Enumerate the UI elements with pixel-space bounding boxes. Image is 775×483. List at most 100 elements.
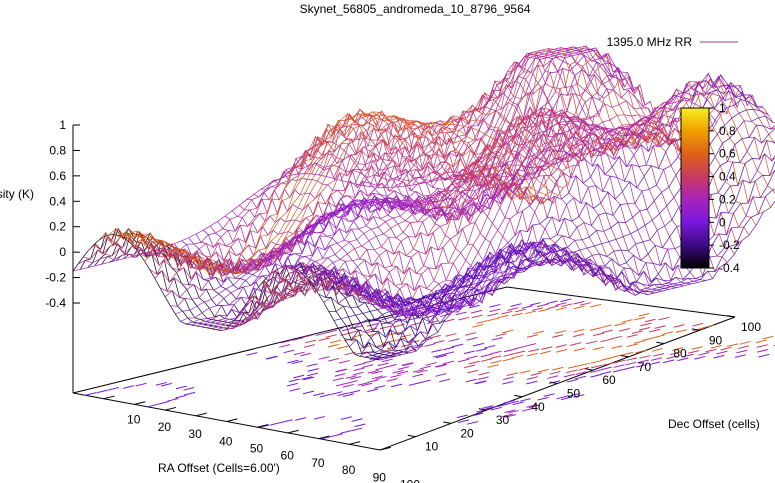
z-tick-label: 0.4 xyxy=(49,194,66,208)
contour-segment xyxy=(526,380,538,385)
contour-segment xyxy=(502,413,514,418)
contour-segment xyxy=(319,393,332,398)
contour-segment xyxy=(590,373,602,378)
contour-segment xyxy=(381,316,393,321)
contour-segment xyxy=(623,366,635,370)
contour-segment xyxy=(506,372,518,377)
contour-segment xyxy=(402,362,414,367)
contour-segment xyxy=(666,355,678,360)
contour-segment xyxy=(416,369,428,374)
contour-segment xyxy=(555,302,567,306)
contour-segment xyxy=(519,370,531,374)
contour-segment xyxy=(510,303,522,307)
contour-segment xyxy=(342,383,354,388)
contour-segment xyxy=(394,314,406,318)
contour-segment xyxy=(758,353,770,358)
mesh-line-y xyxy=(246,126,682,307)
contour-segment xyxy=(634,316,646,321)
contour-segment xyxy=(279,344,291,348)
contour-segment xyxy=(561,303,573,307)
contour-segment xyxy=(107,387,120,391)
contour-segment xyxy=(702,324,714,329)
contour-segment xyxy=(313,415,325,420)
contour-segment xyxy=(489,308,501,313)
contour-segment xyxy=(374,385,386,389)
contour-segment xyxy=(429,334,441,339)
mesh-line-y xyxy=(211,74,646,329)
contour-segment xyxy=(328,357,340,362)
contour-segment xyxy=(490,360,502,364)
contour-segment xyxy=(490,350,502,355)
contour-segment xyxy=(158,401,170,405)
contour-segment xyxy=(574,347,586,352)
contour-segment xyxy=(175,385,187,390)
contour-segment xyxy=(495,333,507,337)
contour-segment xyxy=(397,370,409,375)
mesh-line-y xyxy=(175,46,610,315)
contour-segment xyxy=(472,342,484,347)
contour-segment xyxy=(568,393,580,397)
contour-segment xyxy=(579,362,591,367)
mesh-line-x xyxy=(412,75,721,273)
contour-segment xyxy=(521,305,533,309)
contour-segment xyxy=(532,330,544,335)
contour-segment xyxy=(412,369,424,373)
contour-segment xyxy=(621,319,633,323)
contour-segment xyxy=(455,311,467,316)
contour-segment xyxy=(503,348,516,353)
contour-segment xyxy=(524,343,536,347)
contour-segment xyxy=(635,349,647,354)
contour-segment xyxy=(600,324,612,329)
contour-segment xyxy=(710,344,722,349)
contour-segment xyxy=(626,334,638,338)
contour-segment xyxy=(246,352,258,356)
y-tick-label: 70 xyxy=(638,360,652,374)
contour-segment xyxy=(756,344,768,348)
contour-segment xyxy=(671,347,684,351)
contour-segment xyxy=(368,332,380,337)
contour-segment xyxy=(327,343,339,348)
x-tick-label: 10 xyxy=(127,413,141,427)
contour-segment xyxy=(423,314,435,319)
contour-segment xyxy=(306,363,318,367)
contour-segment xyxy=(675,329,687,333)
contour-segment xyxy=(526,334,538,338)
contour-segment xyxy=(556,395,568,400)
contour-segment xyxy=(443,360,455,365)
x-tick xyxy=(379,446,391,451)
mesh-line-y xyxy=(144,84,579,274)
contour-segment xyxy=(431,349,443,353)
contour-segment xyxy=(541,346,553,350)
x-tick-label: 50 xyxy=(250,442,264,456)
contour-segment xyxy=(601,329,614,334)
contour-segment xyxy=(610,354,623,359)
contour-segment xyxy=(622,351,634,356)
y-tick-label: 100 xyxy=(741,320,761,334)
x-ticks: 10 20 30 40 50 60 70 80 90 100 xyxy=(103,395,420,483)
contour-segment xyxy=(337,345,349,350)
contour-segment xyxy=(602,362,614,366)
contour-segment xyxy=(325,334,337,338)
y-ticks: 10 20 30 40 50 60 70 80 90 100 xyxy=(407,315,761,454)
contour-segment xyxy=(503,353,515,357)
contour-segment xyxy=(538,308,550,313)
contour-segment xyxy=(549,371,561,375)
x-tick xyxy=(318,435,330,440)
mesh-line-y xyxy=(190,47,626,326)
contour-segment xyxy=(448,338,460,342)
contour-segment xyxy=(487,317,499,322)
contour-segment xyxy=(458,419,470,424)
contour-segment xyxy=(555,344,567,348)
y-axis-label: Dec Offset (cells) xyxy=(668,417,760,431)
contour-segment xyxy=(346,380,358,384)
mesh-line-y xyxy=(292,81,728,316)
x-tick xyxy=(287,429,299,434)
contour-segment xyxy=(482,405,494,409)
chart-title: Skynet_56805_andromeda_10_8796_9564 xyxy=(300,2,531,16)
contour-segment xyxy=(307,368,319,372)
contour-segment xyxy=(504,409,516,413)
contour-segment xyxy=(514,350,526,355)
contour-segment xyxy=(258,424,270,429)
contour-segment xyxy=(167,398,179,402)
